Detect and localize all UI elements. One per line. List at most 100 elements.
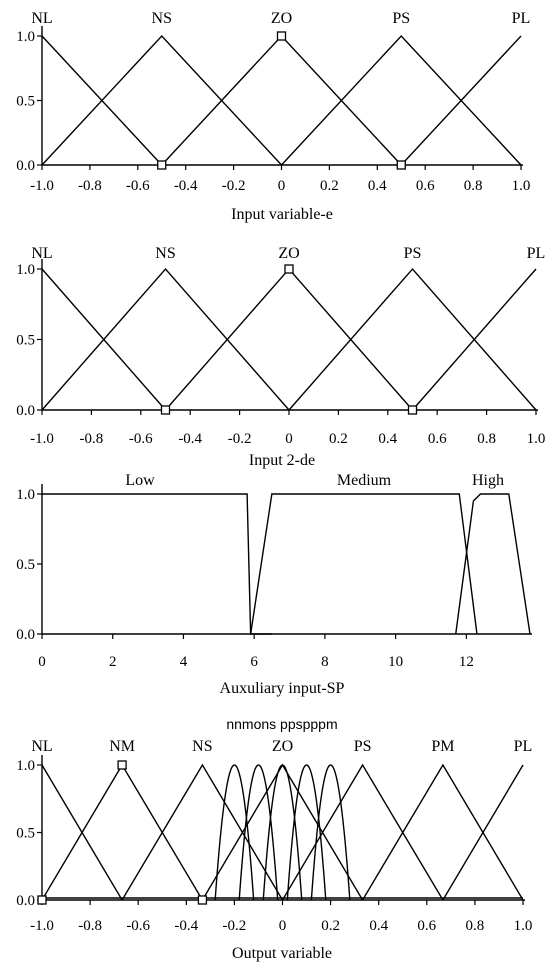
x-tick-label: -0.2: [228, 431, 252, 447]
membership-low: [42, 493, 272, 635]
bell-membership: [238, 764, 279, 901]
x-tick-label: -0.2: [223, 918, 247, 934]
panel-output: nnmons ppspppm Output variable 0.0 0.5 1.0…: [16, 716, 532, 962]
x-tick-label: 0.6: [416, 178, 435, 194]
x-tick-label: 2: [109, 654, 117, 670]
x-axis-title-output: Output variable: [232, 945, 332, 962]
x-tick-label: 0: [279, 918, 287, 934]
x-tick-label: 10: [388, 654, 403, 670]
x-tick-label: -1.0: [30, 431, 54, 447]
panel-input-de: Input 2-de 0.0 0.5 1.0 -1.0 -0.8 -0.6 -0.4 -0.2…: [16, 245, 545, 469]
x-tick-label: -1.0: [30, 918, 54, 934]
x-tick-label: 0.6: [428, 431, 447, 447]
x-tick-label: -0.6: [126, 918, 150, 934]
x-tick-label: 4: [180, 654, 188, 670]
set-label-pl: PL: [527, 245, 546, 262]
x-tick-label: 0.4: [378, 431, 397, 447]
x-axis-title-input-e: Input variable-e: [231, 206, 333, 223]
y-tick-label: 1.0: [16, 29, 35, 45]
set-label-ns: NS: [152, 10, 172, 27]
square-marker: [157, 160, 167, 170]
x-tick-label: 0.4: [369, 918, 388, 934]
x-tick-label: 0: [38, 654, 46, 670]
set-label-nl: NL: [31, 738, 52, 755]
panel-input-e: Input variable-e 0.0 0.5 1.0 -1.0 -0.8 -0.6 -0…: [16, 10, 530, 223]
x-axis-title-input-de: Input 2-de: [249, 452, 315, 469]
membership-ps: [280, 34, 522, 166]
x-tick-label: 12: [459, 654, 474, 670]
set-label-ns: NS: [192, 738, 212, 755]
x-tick-label: 0: [285, 431, 293, 447]
set-label-nl: NL: [31, 245, 52, 262]
membership-zo: [164, 267, 414, 411]
x-tick-label: 0: [278, 178, 286, 194]
y-tick-label: 0.0: [16, 627, 35, 643]
square-marker: [284, 264, 294, 274]
bell-membership: [262, 764, 303, 901]
x-tick-label: 8: [321, 654, 329, 670]
membership-medium: [249, 493, 478, 635]
x-tick-label: 0.2: [329, 431, 348, 447]
bell-membership: [214, 764, 255, 901]
x-tick-label: 0.6: [417, 918, 436, 934]
x-tick-label: 0.2: [320, 178, 339, 194]
square-marker: [197, 895, 208, 905]
square-marker: [396, 160, 406, 170]
x-axis-title-auxiliary-sp: Auxuliary input-SP: [220, 680, 345, 697]
membership-pl: [400, 35, 522, 166]
y-tick-label: 0.5: [16, 826, 35, 842]
x-tick-label: -0.8: [80, 431, 104, 447]
y-tick-label: 0.5: [16, 333, 35, 349]
membership-ns: [41, 267, 290, 411]
x-tick-label: 0.8: [464, 178, 483, 194]
x-tick-label: 0.2: [321, 918, 340, 934]
y-tick-label: 0.5: [16, 557, 35, 573]
x-tick-label: 1.0: [514, 918, 533, 934]
output-chart-title: nnmons ppspppm: [226, 716, 337, 732]
y-tick-label: 0.0: [16, 403, 35, 419]
x-tick-label: -0.4: [178, 431, 202, 447]
membership-pl: [442, 764, 524, 901]
membership-high: [455, 493, 531, 635]
set-label-zo: ZO: [278, 245, 299, 262]
set-label-nl: NL: [31, 10, 52, 27]
y-tick-label: 0.0: [16, 893, 35, 909]
set-label-pl: PL: [512, 10, 531, 27]
y-tick-label: 1.0: [16, 262, 35, 278]
x-tick-label: 0.8: [477, 431, 496, 447]
bell-membership: [310, 764, 351, 901]
membership-pm: [361, 763, 524, 901]
set-label-high: High: [472, 472, 504, 489]
membership-pl: [411, 268, 537, 411]
x-tick-label: -1.0: [30, 178, 54, 194]
y-tick-label: 0.0: [16, 158, 35, 174]
set-label-low: Low: [125, 472, 155, 489]
membership-ns: [41, 34, 283, 166]
x-tick-label: -0.8: [78, 178, 102, 194]
set-label-nm: NM: [109, 738, 135, 755]
square-marker: [407, 405, 418, 415]
set-label-pl: PL: [514, 738, 533, 755]
x-tick-label: 1.0: [527, 431, 546, 447]
membership-ps: [281, 763, 444, 901]
set-label-ps: PS: [354, 738, 372, 755]
y-tick-label: 1.0: [16, 487, 35, 503]
panel-auxiliary-sp: Auxuliary input-SP 0.0 0.5 1.0 0 2 4 6 8 10 12 Low…: [16, 472, 532, 697]
membership-nm: [41, 763, 204, 901]
set-label-zo: ZO: [271, 10, 292, 27]
set-label-ns: NS: [155, 245, 175, 262]
x-tick-label: -0.4: [174, 178, 198, 194]
membership-ns: [121, 763, 284, 901]
x-tick-label: 0.8: [466, 918, 485, 934]
x-tick-label: 0.4: [368, 178, 387, 194]
membership-ps: [288, 267, 537, 411]
x-tick-label: 1.0: [512, 178, 531, 194]
membership-zo: [161, 34, 402, 166]
bell-membership: [286, 764, 327, 901]
set-label-ps: PS: [404, 245, 422, 262]
x-tick-label: -0.2: [222, 178, 246, 194]
set-label-medium: Medium: [337, 472, 392, 489]
x-tick-label: -0.6: [126, 178, 150, 194]
x-tick-label: -0.4: [174, 918, 198, 934]
